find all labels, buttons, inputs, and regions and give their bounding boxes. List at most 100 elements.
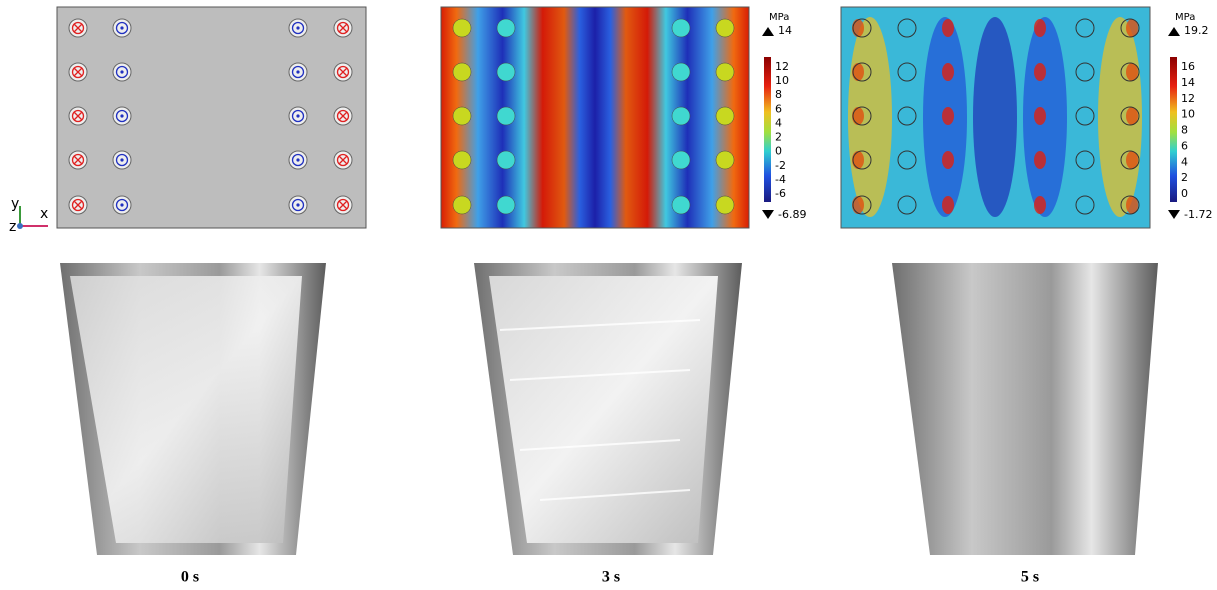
stress-blob bbox=[1034, 63, 1046, 81]
hole bbox=[452, 195, 472, 215]
current-out bbox=[291, 65, 305, 79]
hole bbox=[496, 195, 516, 215]
min-marker bbox=[1168, 210, 1180, 219]
stress-blob bbox=[1126, 19, 1138, 37]
current-out bbox=[296, 203, 300, 207]
hole bbox=[897, 195, 917, 215]
stress-blob bbox=[942, 107, 954, 125]
current-in bbox=[339, 24, 347, 32]
current-in bbox=[74, 68, 82, 76]
hole bbox=[671, 195, 691, 215]
hole bbox=[1075, 150, 1095, 170]
current-out bbox=[296, 26, 300, 30]
stress-blob bbox=[942, 196, 954, 214]
current-in bbox=[339, 68, 347, 76]
unit-label: MPa bbox=[1175, 12, 1195, 23]
hole bbox=[715, 62, 735, 82]
current-in bbox=[339, 112, 347, 120]
colorbar bbox=[1170, 57, 1177, 202]
hole bbox=[715, 106, 735, 126]
hole bbox=[1075, 195, 1095, 215]
photo bbox=[60, 263, 326, 555]
stress-blob bbox=[1034, 151, 1046, 169]
colorbar-tick-label: 0 bbox=[1181, 187, 1188, 200]
stress-blob bbox=[1034, 196, 1046, 214]
hole bbox=[852, 62, 872, 82]
current-out bbox=[291, 21, 305, 35]
hole bbox=[715, 195, 735, 215]
caption: 5 s bbox=[1021, 569, 1039, 586]
colorbar-tick-label: 10 bbox=[1181, 108, 1195, 121]
current-out bbox=[120, 114, 124, 118]
colorbar-tick-label: 8 bbox=[1181, 124, 1188, 137]
hole bbox=[1120, 62, 1140, 82]
min-label: -1.72 bbox=[1184, 208, 1212, 221]
hole bbox=[671, 18, 691, 38]
stress-blob bbox=[942, 63, 954, 81]
stress-blob bbox=[852, 63, 864, 81]
colorbar-tick-label: 6 bbox=[775, 102, 782, 115]
max-label: 14 bbox=[778, 24, 792, 37]
hole bbox=[452, 18, 472, 38]
photo bbox=[892, 263, 1158, 555]
colorbar-tick-label: 10 bbox=[775, 74, 789, 87]
current-in bbox=[74, 201, 82, 209]
current-in bbox=[71, 198, 85, 212]
hole bbox=[715, 18, 735, 38]
hole bbox=[671, 62, 691, 82]
hole bbox=[1075, 106, 1095, 126]
colorbar-tick-label: 12 bbox=[775, 60, 789, 73]
current-out bbox=[120, 26, 124, 30]
stress-field bbox=[440, 6, 750, 229]
stress-blob bbox=[1126, 107, 1138, 125]
caption: 3 s bbox=[602, 569, 620, 586]
colorbar-tick-label: -4 bbox=[775, 173, 786, 186]
hole bbox=[897, 18, 917, 38]
hole bbox=[1120, 195, 1140, 215]
photo bbox=[474, 263, 742, 555]
current-in bbox=[336, 65, 350, 79]
stress-blob bbox=[852, 107, 864, 125]
colorbar-tick-label: 12 bbox=[1181, 92, 1195, 105]
max-marker bbox=[1168, 27, 1180, 36]
current-in bbox=[71, 109, 85, 123]
current-out bbox=[115, 198, 129, 212]
axis-label: y bbox=[11, 196, 19, 212]
colorbar-tick-label: 6 bbox=[1181, 139, 1188, 152]
current-in bbox=[336, 198, 350, 212]
colorbar bbox=[764, 57, 771, 202]
hole bbox=[452, 150, 472, 170]
hole bbox=[897, 106, 917, 126]
stress-blob bbox=[942, 151, 954, 169]
stress-blob bbox=[852, 151, 864, 169]
current-in bbox=[336, 21, 350, 35]
current-out bbox=[120, 158, 124, 162]
axis-label: x bbox=[40, 206, 48, 222]
current-in bbox=[339, 156, 347, 164]
current-out bbox=[120, 70, 124, 74]
stress-blob bbox=[942, 19, 954, 37]
model-plate bbox=[56, 6, 367, 229]
colorbar-tick-label: 16 bbox=[1181, 60, 1195, 73]
hole bbox=[1120, 106, 1140, 126]
colorbar-tick-label: 2 bbox=[1181, 171, 1188, 184]
current-out bbox=[296, 158, 300, 162]
stress-blob bbox=[852, 19, 864, 37]
current-in bbox=[71, 153, 85, 167]
hole bbox=[1075, 18, 1095, 38]
stress-pattern bbox=[848, 17, 1142, 217]
stress-blob bbox=[1126, 63, 1138, 81]
hole bbox=[1120, 150, 1140, 170]
hole bbox=[852, 150, 872, 170]
hole bbox=[1075, 62, 1095, 82]
current-in bbox=[71, 65, 85, 79]
hole bbox=[452, 62, 472, 82]
max-label: 19.2 bbox=[1184, 24, 1209, 37]
caption: 0 s bbox=[181, 569, 199, 586]
axis-label: z bbox=[9, 219, 16, 235]
max-marker bbox=[762, 27, 774, 36]
colorbar-tick-label: 8 bbox=[775, 88, 782, 101]
colorbar-tick-label: 0 bbox=[775, 145, 782, 158]
stress-blob bbox=[1034, 107, 1046, 125]
